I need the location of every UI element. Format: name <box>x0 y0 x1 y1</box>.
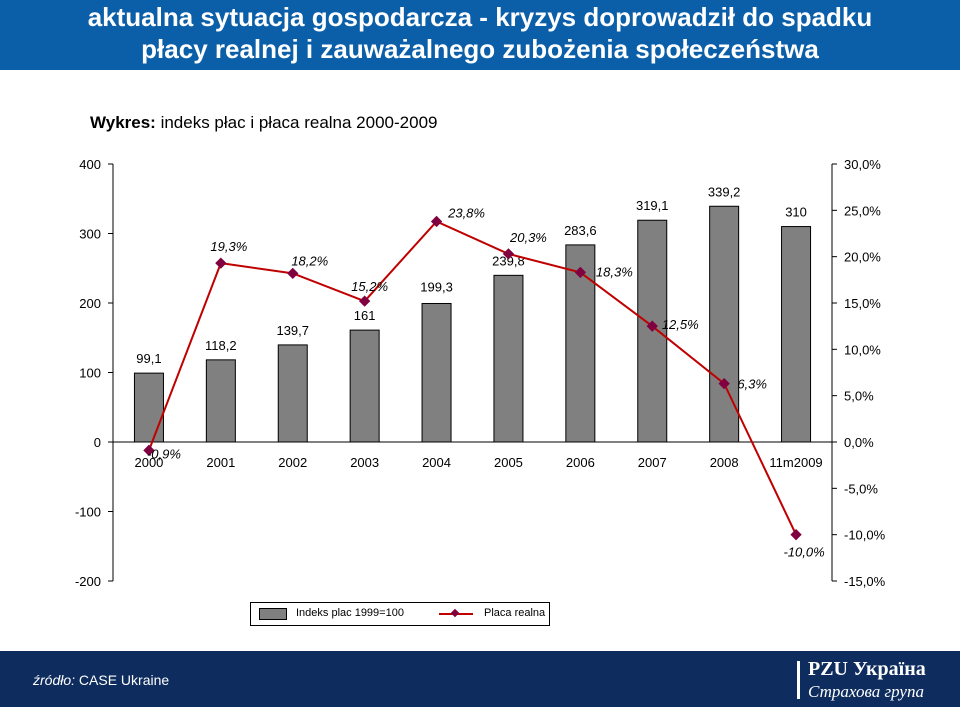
category-label: 2004 <box>422 455 451 470</box>
category-label: 2002 <box>278 455 307 470</box>
headline-line-2: płacy realnej i zauważalnego zubożenia s… <box>141 34 819 64</box>
real-wage-marker <box>646 320 658 332</box>
wage-index-bar <box>205 359 236 443</box>
source-value: CASE Ukraine <box>75 672 170 688</box>
wage-index-bar <box>421 302 452 443</box>
logo-divider <box>797 661 800 699</box>
chart-caption-text: indeks płac i płaca realna 2000-2009 <box>155 113 438 132</box>
right-axis-tick-label: -10,0% <box>844 528 886 543</box>
wage-index-bar-label: 199,3 <box>420 279 453 294</box>
source-note: źródło: CASE Ukraine <box>33 672 169 688</box>
wage-index-bar-label: 99,1 <box>136 351 161 366</box>
real-wage-label: 20,3% <box>509 230 547 245</box>
left-axis-tick-label: -200 <box>75 574 101 589</box>
right-axis-tick-label: 15,0% <box>844 296 881 311</box>
real-wage-marker <box>718 377 730 390</box>
category-label: 2006 <box>566 455 595 470</box>
real-wage-label: 6,3% <box>737 377 767 392</box>
real-wage-marker <box>143 444 155 456</box>
wage-index-bar <box>493 274 524 443</box>
category-label: 2003 <box>350 455 379 470</box>
left-axis-tick-label: 0 <box>94 435 101 450</box>
real-wage-line <box>148 220 797 536</box>
left-axis-tick-label: 200 <box>79 296 101 311</box>
chart-caption-prefix: Wykres: <box>90 113 156 132</box>
legend-line-label: Placa realna <box>484 607 546 619</box>
wage-index-bar-label: 161 <box>354 308 376 323</box>
footer-bar: źródło: CASE Ukraine PZU Україна Страхов… <box>0 651 960 707</box>
category-label: 2000 <box>134 455 163 470</box>
category-label: 2005 <box>494 455 523 470</box>
right-axis-tick-label: 25,0% <box>844 203 881 218</box>
wage-index-bar <box>133 372 164 443</box>
wage-index-bar-label: 339,2 <box>708 184 741 199</box>
right-axis-tick-label: 30,0% <box>844 157 881 172</box>
real-wage-label: 12,5% <box>662 317 699 332</box>
wage-index-bar-label: 319,1 <box>636 198 669 213</box>
right-axis-tick-label: -15,0% <box>844 574 886 589</box>
real-wage-marker <box>287 267 299 280</box>
wage-index-bar <box>349 329 380 443</box>
right-axis-tick-label: -5,0% <box>844 481 878 496</box>
wage-index-bar <box>781 226 812 443</box>
category-label: 2001 <box>206 455 235 470</box>
category-label: 2007 <box>638 455 667 470</box>
real-wage-marker <box>215 257 227 269</box>
chart-caption: Wykres: indeks płac i płaca realna 2000-… <box>90 113 437 133</box>
wage-index-bar-label: 139,7 <box>276 323 309 338</box>
source-label: źródło: <box>33 672 76 688</box>
left-axis-tick-label: 100 <box>79 366 101 381</box>
headline-line-1: aktualna sytuacja gospodarcza - kryzys d… <box>87 2 873 32</box>
logo-name: PZU Україна <box>808 658 926 680</box>
real-wage-marker <box>502 248 515 260</box>
real-wage-label: 19,3% <box>210 239 247 254</box>
category-label: 11m2009 <box>769 455 822 470</box>
real-wage-label: -10,0% <box>783 545 824 560</box>
category-label: 2008 <box>710 455 739 470</box>
real-wage-label: 18,2% <box>291 253 328 268</box>
real-wage-marker <box>790 529 802 541</box>
wage-index-bar <box>277 344 308 443</box>
right-axis-tick-label: 5,0% <box>844 389 874 404</box>
header-banner: aktualna sytuacja gospodarcza - kryzys d… <box>0 0 960 70</box>
combo-chart: -200 -100 0 100 200 300 400 -15,0% -10,0% -5,0% 0,… <box>75 157 886 589</box>
real-wage-marker <box>430 215 443 228</box>
real-wage-label: 15,2% <box>351 279 388 294</box>
legend-marker-swatch <box>450 608 460 618</box>
real-wage-marker <box>358 295 371 307</box>
left-axis-tick-label: 400 <box>79 157 101 172</box>
real-wage-marker <box>574 266 587 279</box>
left-axis-tick-label: -100 <box>75 505 101 520</box>
chart-legend: Indeks plac 1999=100 Placa realna <box>250 602 550 626</box>
real-wage-label: 23,8% <box>447 205 485 220</box>
left-axis-tick-label: 300 <box>79 227 101 242</box>
right-axis-tick-label: 0,0% <box>844 435 874 450</box>
legend-bar-label: Indeks plac 1999=100 <box>296 607 404 619</box>
legend-bar-swatch <box>259 608 287 620</box>
wage-index-bar-label: 239,8 <box>492 253 525 268</box>
right-axis-tick-label: 20,0% <box>844 250 881 265</box>
real-wage-label: 18,3% <box>596 264 633 279</box>
wage-index-bar-label: 310 <box>785 205 807 220</box>
wage-index-bar-label: 283,6 <box>564 223 597 238</box>
real-wage-label: -0,9% <box>147 446 181 461</box>
wage-index-bar-label: 118,2 <box>205 338 237 353</box>
right-axis-tick-label: 10,0% <box>844 342 881 357</box>
logo-tagline: Страхова група <box>808 682 924 701</box>
